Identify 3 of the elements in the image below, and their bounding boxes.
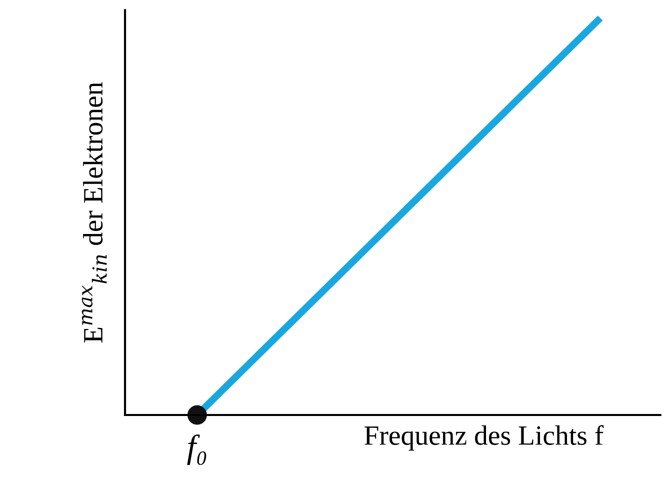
x-axis-title: Frequenz des Lichts f [364,425,604,451]
text: f₀ [187,434,206,466]
y-axis-title: E$^{max}$$_{kin}$ der Elektronen [82,82,107,343]
